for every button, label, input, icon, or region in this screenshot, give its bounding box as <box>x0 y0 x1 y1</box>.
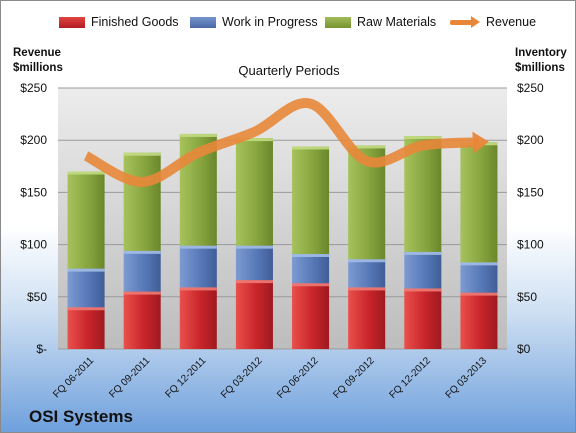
left-tick-label-2: $100 <box>20 238 47 252</box>
left-axis-title-line-1: Revenue <box>13 47 61 59</box>
x-tick-label-4: FQ 06-2012 <box>275 355 321 401</box>
left-tick-label-5: $250 <box>20 81 47 95</box>
bar-top-work-in-progress-6 <box>404 251 442 255</box>
bar-finished-goods-3 <box>235 280 273 349</box>
chart-subtitle: Quarterly Periods <box>238 63 340 78</box>
legend-item-finished-goods: Finished Goods <box>59 15 179 29</box>
right-tick-label-2: $100 <box>517 238 544 252</box>
bar-top-work-in-progress-0 <box>67 268 105 272</box>
bar-work-in-progress-4 <box>292 253 330 284</box>
bar-top-finished-goods-1 <box>123 291 161 295</box>
legend-swatch-work-in-progress <box>190 16 216 28</box>
bar-raw-materials-0 <box>67 171 105 269</box>
legend-label-finished-goods: Finished Goods <box>91 15 179 29</box>
x-tick-label-5: FQ 09-2012 <box>331 355 377 401</box>
bar-top-raw-materials-6 <box>404 136 442 140</box>
left-axis-ticks: $- $50 $100 $150 $200 $250 <box>20 81 47 356</box>
bar-top-finished-goods-0 <box>67 307 105 311</box>
bar-top-raw-materials-5 <box>348 145 386 149</box>
right-axis-title-line-1: Inventory <box>515 47 567 59</box>
right-tick-label-3: $150 <box>517 185 544 199</box>
bar-top-finished-goods-4 <box>292 283 330 287</box>
bar-finished-goods-2 <box>179 287 217 349</box>
x-axis-ticks: FQ 06-2011 FQ 09-2011 FQ 12-2011 FQ 03-2012… <box>51 355 489 401</box>
x-tick-label-1: FQ 09-2011 <box>107 355 152 400</box>
legend: Finished Goods Work in Progress Raw Mate… <box>1 15 575 35</box>
legend-label-work-in-progress: Work in Progress <box>222 15 318 29</box>
company-name: OSI Systems <box>29 407 133 426</box>
bar-work-in-progress-1 <box>123 250 161 292</box>
bar-raw-materials-4 <box>292 146 330 254</box>
right-tick-label-0: $0 <box>517 342 531 356</box>
x-tick-label-6: FQ 12-2012 <box>387 355 433 401</box>
revenue-arrowhead <box>472 131 489 154</box>
x-tick-label-0: FQ 06-2011 <box>51 355 96 400</box>
bar-top-finished-goods-5 <box>348 287 386 291</box>
bar-finished-goods-1 <box>123 291 161 349</box>
bar-finished-goods-5 <box>348 287 386 349</box>
legend-label-revenue: Revenue <box>486 15 537 29</box>
right-axis-title: Inventory $millions <box>515 46 567 76</box>
bar-work-in-progress-6 <box>404 251 442 289</box>
legend-item-revenue: Revenue <box>450 15 536 29</box>
right-axis-ticks: $0 $50 $100 $150 $200 $250 <box>517 81 544 356</box>
bar-raw-materials-1 <box>123 152 161 251</box>
left-axis-title: Revenue $millions <box>13 46 63 76</box>
bar-work-in-progress-7 <box>460 262 498 293</box>
bar-top-work-in-progress-7 <box>460 262 498 266</box>
legend-swatch-raw-materials <box>325 16 351 28</box>
revenue-line <box>83 98 489 187</box>
bar-top-work-in-progress-2 <box>179 245 217 249</box>
bar-finished-goods-4 <box>292 283 330 349</box>
bar-top-finished-goods-6 <box>404 288 442 292</box>
bar-raw-materials-6 <box>404 136 442 252</box>
bar-top-raw-materials-2 <box>179 133 217 137</box>
bar-top-raw-materials-3 <box>235 138 273 142</box>
right-tick-label-1: $50 <box>517 290 537 304</box>
legend-item-raw-materials: Raw Materials <box>325 15 436 29</box>
bar-work-in-progress-0 <box>67 268 105 308</box>
bar-top-raw-materials-4 <box>292 146 330 150</box>
x-tick-label-3: FQ 03-2012 <box>219 355 265 401</box>
bar-raw-materials-7 <box>460 142 498 263</box>
right-axis-title-line-2: $millions <box>515 62 565 74</box>
bar-work-in-progress-5 <box>348 259 386 288</box>
bar-finished-goods-7 <box>460 292 498 349</box>
legend-item-work-in-progress: Work in Progress <box>190 15 318 29</box>
bar-top-work-in-progress-1 <box>123 250 161 254</box>
bar-raw-materials-3 <box>235 138 273 246</box>
bar-top-finished-goods-3 <box>235 280 273 284</box>
left-tick-label-0: $- <box>36 342 47 356</box>
legend-swatch-finished-goods <box>59 16 85 28</box>
right-tick-label-4: $200 <box>517 133 544 147</box>
bar-top-work-in-progress-5 <box>348 259 386 263</box>
legend-label-raw-materials: Raw Materials <box>357 15 437 29</box>
revenue-line-path <box>83 98 480 187</box>
bar-finished-goods-0 <box>67 307 105 349</box>
bar-work-in-progress-3 <box>235 245 273 281</box>
bar-top-work-in-progress-3 <box>235 245 273 249</box>
x-tick-label-2: FQ 12-2011 <box>163 355 208 400</box>
bars <box>67 133 498 349</box>
left-tick-label-3: $150 <box>20 185 47 199</box>
bar-top-work-in-progress-4 <box>292 253 330 257</box>
bar-work-in-progress-2 <box>179 245 217 288</box>
bar-top-raw-materials-1 <box>123 152 161 156</box>
bar-finished-goods-6 <box>404 288 442 349</box>
bar-top-finished-goods-7 <box>460 292 498 296</box>
left-axis-title-line-2: $millions <box>13 62 63 74</box>
right-tick-label-5: $250 <box>517 81 544 95</box>
bar-top-raw-materials-0 <box>67 171 105 175</box>
legend-swatch-revenue <box>450 15 480 28</box>
left-tick-label-4: $200 <box>20 133 47 147</box>
bar-top-finished-goods-2 <box>179 287 217 291</box>
x-tick-label-7: FQ 03-2013 <box>444 355 490 401</box>
left-tick-label-1: $50 <box>27 290 47 304</box>
